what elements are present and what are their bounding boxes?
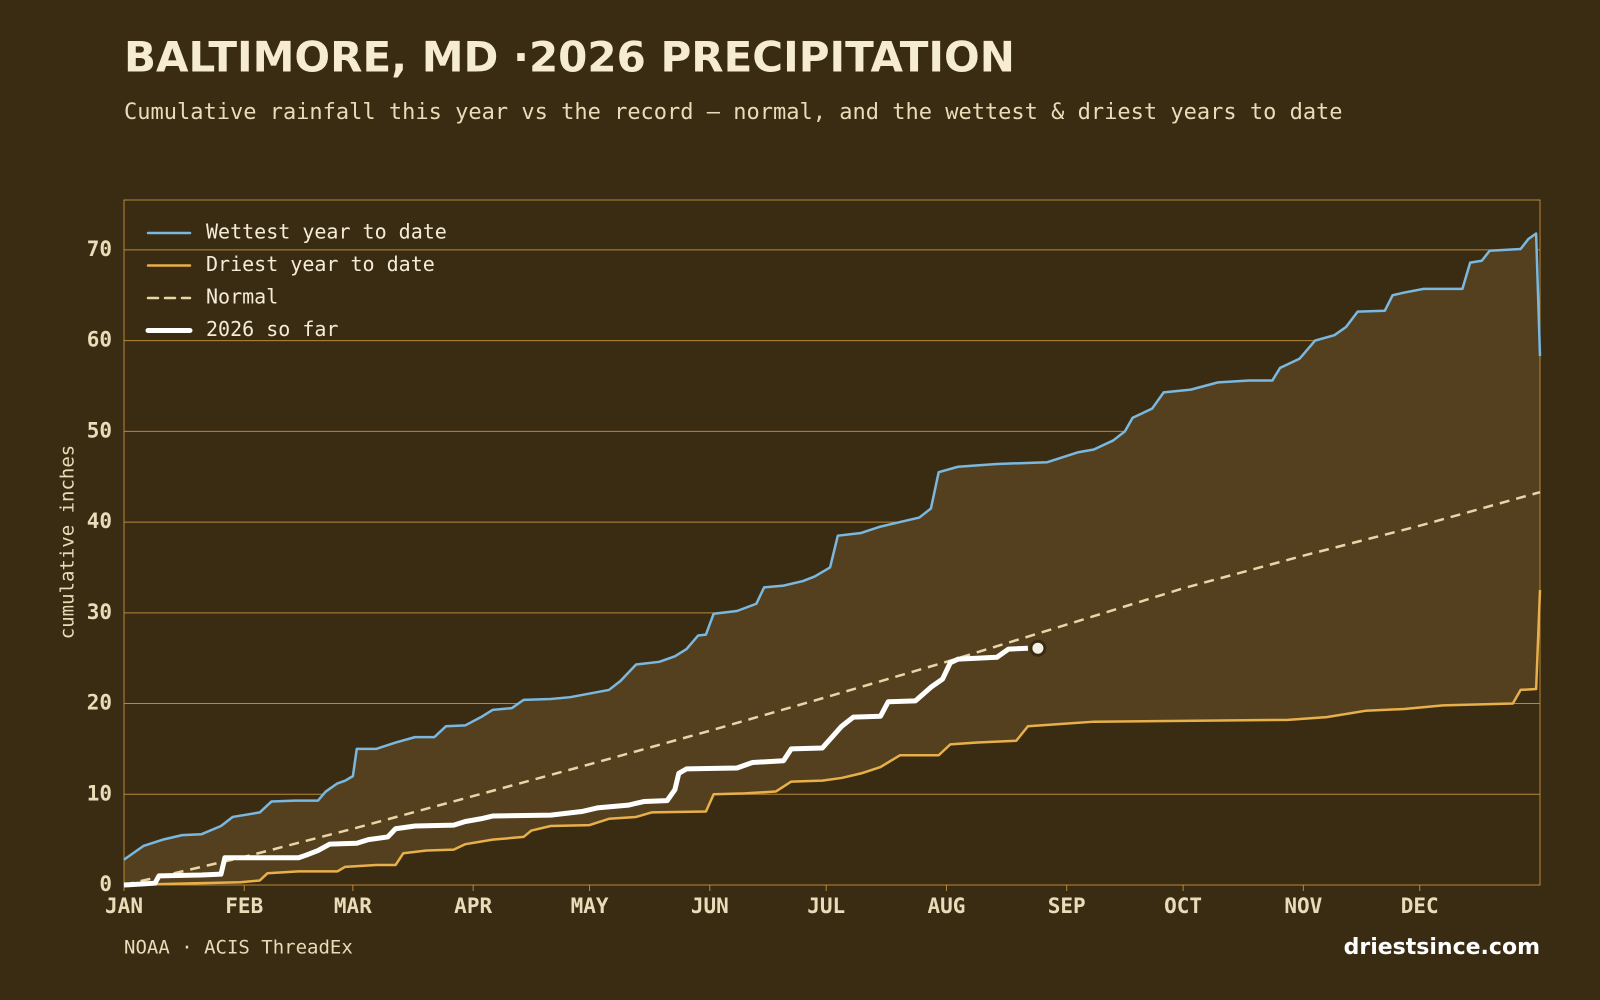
x-tick-label: SEP [1048,894,1086,918]
y-tick-label: 70 [87,237,112,261]
x-tick-label: MAY [571,894,609,918]
y-tick-label: 40 [87,509,112,533]
x-tick-label: AUG [927,894,965,918]
source: NOAA · ACIS ThreadEx [124,937,353,959]
y-tick-label: 0 [99,872,112,896]
legend-label: Wettest year to date [206,220,447,244]
x-tick-label: JAN [105,894,143,918]
y-tick-label: 60 [87,328,112,352]
legend-label: 2026 so far [206,317,338,341]
chart-subtitle: Cumulative rainfall this year vs the rec… [124,100,1343,125]
y-axis-label: cumulative inches [57,445,79,639]
legend-label: Driest year to date [206,252,435,276]
end-marker [1029,639,1047,657]
band-layer [124,233,1540,886]
y-tick-label: 20 [87,691,112,715]
x-tick-label: APR [454,894,492,918]
x-tick-label: JUN [691,894,729,918]
series-line [123,232,1542,861]
series-line [123,590,1542,887]
x-tick-label: DEC [1401,894,1439,918]
series-line [123,490,1541,887]
x-tick-label: OCT [1164,894,1202,918]
range-band [124,233,1540,886]
y-tick-label: 10 [87,781,112,805]
x-tick-label: JUL [807,894,845,918]
x-tick-label: FEB [225,894,263,918]
y-tick-label: 50 [87,418,112,442]
chart-title: BALTIMORE, MD ·2026 PRECIPITATION [124,33,1015,82]
site-name: driestsince.com [1344,935,1540,960]
legend-label: Normal [206,285,278,309]
x-tick-label: MAR [334,894,372,918]
y-tick-label: 30 [87,600,112,624]
x-tick-label: NOV [1284,894,1322,918]
series-line [123,645,1029,888]
plot-frame [123,199,1541,886]
